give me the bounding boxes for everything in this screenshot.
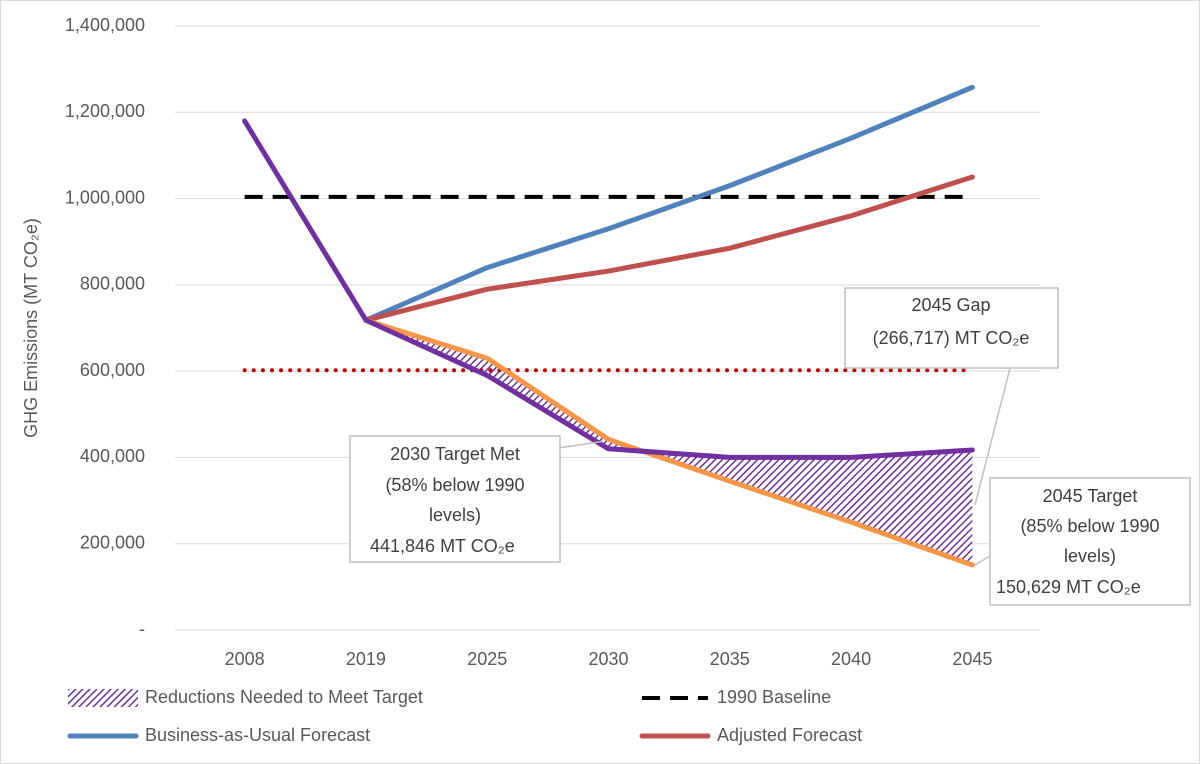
y-tick-label: - xyxy=(139,619,145,639)
series-line xyxy=(242,118,975,460)
legend-swatch xyxy=(68,689,138,707)
y-tick-label: 200,000 xyxy=(80,532,145,552)
legend-item: 1990 Baseline xyxy=(642,687,831,707)
y-tick-label: 800,000 xyxy=(80,274,145,294)
callout-text: 2030 Target Met xyxy=(390,444,520,464)
legend-label: 1990 Baseline xyxy=(717,687,831,707)
y-tick-label: 400,000 xyxy=(80,446,145,466)
callout-pointer xyxy=(974,367,1011,506)
callout-text: 150,629 MT CO₂e xyxy=(996,577,1141,597)
callout: 2045 Target (85% below 1990 levels) 150,629… xyxy=(974,477,1191,606)
legend-item: Adjusted Forecast xyxy=(639,725,862,745)
callout-text: levels) xyxy=(1064,546,1116,566)
x-tick-label: 2008 xyxy=(225,649,265,669)
callout-text: (266,717) MT CO₂e xyxy=(873,328,1030,348)
series-line xyxy=(363,317,975,568)
callout-text: levels) xyxy=(429,505,481,525)
callout-text: 441,846 MT CO₂e xyxy=(370,536,515,556)
series-line xyxy=(363,174,975,323)
x-tick-label: 2025 xyxy=(467,649,507,669)
legend-item: Reductions Needed to Meet Target xyxy=(68,687,423,707)
x-tick-label: 2040 xyxy=(831,649,871,669)
legend-label: Business-as-Usual Forecast xyxy=(145,725,370,745)
x-tick-label: 2030 xyxy=(588,649,628,669)
callout-text: 2045 Gap xyxy=(911,295,990,315)
y-tick-label: 1,400,000 xyxy=(65,15,145,35)
callout-text: (58% below 1990 xyxy=(385,475,524,495)
y-tick-label: 600,000 xyxy=(80,360,145,380)
callout-box xyxy=(989,477,1191,606)
callout-text: 2045 Target xyxy=(1043,486,1138,506)
callout: 2030 Target Met (58% below 1990 levels) 441… xyxy=(349,435,604,563)
callout-box xyxy=(844,287,1059,369)
x-tick-label: 2035 xyxy=(710,649,750,669)
y-tick-label: 1,000,000 xyxy=(65,187,145,207)
callout-box xyxy=(349,435,561,563)
legend-label: Adjusted Forecast xyxy=(717,725,862,745)
y-axis-label: GHG Emissions (MT CO₂e) xyxy=(21,218,41,438)
x-tick-label: 2019 xyxy=(346,649,386,669)
callout: 2045 Gap (266,717) MT CO₂e xyxy=(844,287,1059,506)
legend-item: Business-as-Usual Forecast xyxy=(67,725,370,745)
series-line xyxy=(363,84,975,323)
callout-text: (85% below 1990 xyxy=(1020,516,1159,536)
y-tick-label: 1,200,000 xyxy=(65,101,145,121)
callout-pointer xyxy=(974,555,991,566)
legend-label: Reductions Needed to Meet Target xyxy=(145,687,423,707)
x-tick-label: 2045 xyxy=(952,649,992,669)
